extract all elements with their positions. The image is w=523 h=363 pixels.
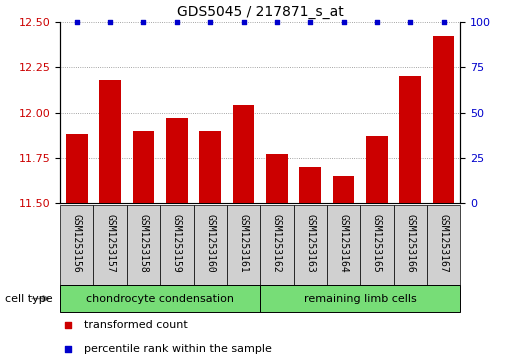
Point [240,19,248,25]
Point [439,19,448,25]
Text: GSM1253165: GSM1253165 [372,214,382,273]
Bar [333,176,355,203]
Point [329,24,337,30]
Bar [400,76,421,203]
Bar [233,105,254,203]
Point [73,19,81,25]
Bar [60,285,260,312]
Point [139,19,147,25]
Bar [166,118,188,203]
Title: GDS5045 / 217871_s_at: GDS5045 / 217871_s_at [177,5,344,19]
Bar [227,205,260,285]
Text: GSM1253160: GSM1253160 [205,214,215,273]
Point [373,19,381,25]
Bar [293,205,327,285]
Text: GSM1253161: GSM1253161 [238,214,248,273]
Text: chondrocyte condensation: chondrocyte condensation [86,294,234,303]
Bar [133,131,154,203]
Bar [427,205,460,285]
Bar [260,205,293,285]
Bar [160,205,194,285]
Point [406,19,414,25]
Point [106,19,115,25]
Point [173,19,181,25]
Point [339,19,348,25]
Bar [299,167,321,203]
Bar [99,80,121,203]
Bar [266,154,288,203]
Point [272,19,281,25]
Text: remaining limb cells: remaining limb cells [304,294,417,303]
Bar [260,285,460,312]
Bar [366,136,388,203]
Text: transformed count: transformed count [84,321,188,330]
Bar [127,205,160,285]
Point [306,19,314,25]
Text: cell type: cell type [5,294,53,303]
Bar [394,205,427,285]
Point [329,238,337,244]
Text: GSM1253163: GSM1253163 [305,214,315,273]
Text: percentile rank within the sample: percentile rank within the sample [84,344,272,354]
Bar [360,205,393,285]
Bar [66,134,88,203]
Bar [327,205,360,285]
Bar [60,205,94,285]
Text: GSM1253162: GSM1253162 [272,214,282,273]
Text: GSM1253157: GSM1253157 [105,214,115,273]
Text: GSM1253158: GSM1253158 [139,214,149,273]
Text: GSM1253167: GSM1253167 [439,214,449,273]
Text: GSM1253166: GSM1253166 [405,214,415,273]
Bar [433,36,454,203]
Bar [199,131,221,203]
Text: GSM1253156: GSM1253156 [72,214,82,273]
Text: GSM1253159: GSM1253159 [172,214,182,273]
Bar [194,205,227,285]
Bar [94,205,127,285]
Point [206,19,214,25]
Text: GSM1253164: GSM1253164 [338,214,348,273]
